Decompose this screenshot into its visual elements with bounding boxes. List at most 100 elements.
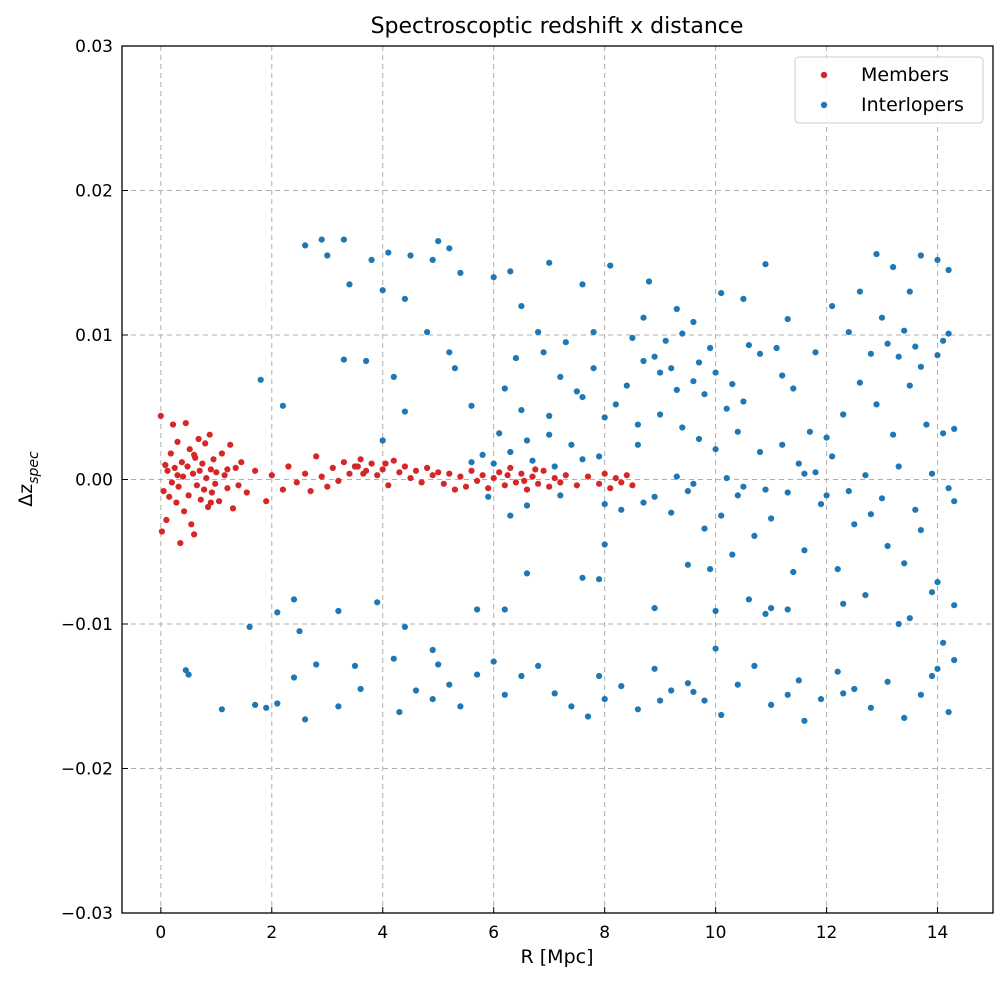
members-point bbox=[584, 473, 592, 480]
interlopers-point bbox=[745, 596, 753, 603]
interlopers-point bbox=[590, 329, 597, 336]
members-point bbox=[202, 440, 209, 447]
members-point bbox=[197, 496, 204, 503]
interlopers-point bbox=[468, 402, 475, 409]
interlopers-point bbox=[951, 425, 958, 432]
members-point bbox=[540, 467, 547, 474]
members-point bbox=[193, 482, 200, 489]
interlopers-point bbox=[829, 453, 836, 460]
interlopers-point bbox=[401, 295, 408, 302]
interlopers-point bbox=[296, 628, 303, 635]
interlopers-point bbox=[451, 365, 458, 372]
interlopers-point bbox=[890, 264, 897, 271]
x-tick-label: 4 bbox=[377, 923, 388, 943]
interlopers-point bbox=[523, 437, 531, 444]
interlopers-point bbox=[718, 290, 725, 297]
interlopers-point bbox=[690, 480, 697, 487]
legend-marker-members bbox=[820, 71, 828, 79]
members-point bbox=[479, 472, 486, 479]
members-point bbox=[546, 483, 553, 490]
interlopers-point bbox=[712, 607, 719, 615]
members-point bbox=[203, 475, 210, 482]
interlopers-point bbox=[901, 327, 908, 334]
members-point bbox=[612, 475, 619, 482]
interlopers-point bbox=[363, 357, 370, 365]
interlopers-point bbox=[729, 551, 736, 558]
interlopers-point bbox=[734, 681, 741, 688]
members-point bbox=[512, 479, 520, 486]
interlopers-point bbox=[856, 288, 864, 295]
interlopers-point bbox=[523, 570, 531, 577]
members-point bbox=[182, 420, 189, 427]
members-point bbox=[318, 473, 325, 480]
members-point bbox=[243, 489, 250, 496]
interlopers-point bbox=[374, 599, 381, 606]
y-axis-label-subscript: spec bbox=[26, 451, 42, 484]
members-point bbox=[185, 492, 192, 499]
interlopers-point bbox=[379, 287, 386, 294]
interlopers-point bbox=[928, 470, 936, 477]
interlopers-point bbox=[784, 316, 791, 323]
interlopers-point bbox=[745, 342, 753, 349]
interlopers-point bbox=[878, 314, 886, 321]
interlopers-point bbox=[712, 369, 719, 376]
members-point bbox=[490, 475, 497, 482]
interlopers-point bbox=[507, 268, 514, 275]
interlopers-point bbox=[895, 353, 902, 360]
members-point bbox=[412, 467, 420, 474]
interlopers-point bbox=[263, 704, 270, 711]
interlopers-point bbox=[845, 488, 852, 495]
members-point bbox=[496, 469, 503, 476]
interlopers-point bbox=[368, 256, 375, 263]
members-point bbox=[573, 482, 581, 489]
members-point bbox=[293, 479, 300, 486]
interlopers-point bbox=[912, 343, 919, 350]
interlopers-point bbox=[768, 701, 775, 709]
members-point bbox=[208, 489, 215, 496]
members-point bbox=[213, 469, 220, 476]
interlopers-point bbox=[507, 448, 514, 456]
interlopers-point bbox=[951, 657, 958, 664]
interlopers-point bbox=[740, 483, 747, 490]
interlopers-point bbox=[584, 713, 592, 720]
interlopers-point bbox=[673, 386, 680, 393]
interlopers-point bbox=[340, 236, 347, 243]
members-point bbox=[385, 482, 392, 489]
members-point bbox=[199, 460, 206, 467]
y-tick-label: −0.02 bbox=[61, 760, 113, 780]
interlopers-point bbox=[640, 499, 647, 506]
interlopers-point bbox=[934, 665, 941, 672]
interlopers-point bbox=[912, 506, 919, 513]
members-point bbox=[379, 466, 386, 473]
interlopers-point bbox=[346, 281, 353, 288]
interlopers-point bbox=[945, 330, 952, 337]
members-point bbox=[440, 480, 447, 487]
interlopers-point bbox=[917, 252, 925, 259]
members-point bbox=[313, 453, 320, 460]
members-point bbox=[221, 472, 228, 479]
interlopers-point bbox=[834, 668, 841, 675]
interlopers-point bbox=[784, 606, 791, 613]
x-tick-label: 12 bbox=[816, 923, 838, 943]
interlopers-point bbox=[873, 251, 880, 258]
interlopers-point bbox=[257, 376, 264, 383]
interlopers-point bbox=[668, 687, 675, 694]
interlopers-point bbox=[895, 463, 902, 470]
members-point bbox=[396, 469, 403, 476]
interlopers-point bbox=[551, 690, 558, 697]
interlopers-point bbox=[618, 506, 625, 513]
interlopers-point bbox=[784, 489, 791, 496]
members-point bbox=[562, 472, 569, 479]
members-point bbox=[173, 499, 180, 506]
interlopers-point bbox=[801, 470, 808, 477]
interlopers-point bbox=[940, 639, 947, 646]
members-point bbox=[302, 470, 309, 477]
interlopers-point bbox=[657, 697, 664, 704]
members-point bbox=[485, 485, 492, 492]
interlopers-point bbox=[546, 431, 553, 438]
interlopers-point bbox=[424, 329, 431, 336]
series-members bbox=[157, 412, 636, 547]
interlopers-point bbox=[501, 691, 508, 698]
interlopers-point bbox=[474, 671, 481, 678]
members-point bbox=[501, 482, 508, 489]
